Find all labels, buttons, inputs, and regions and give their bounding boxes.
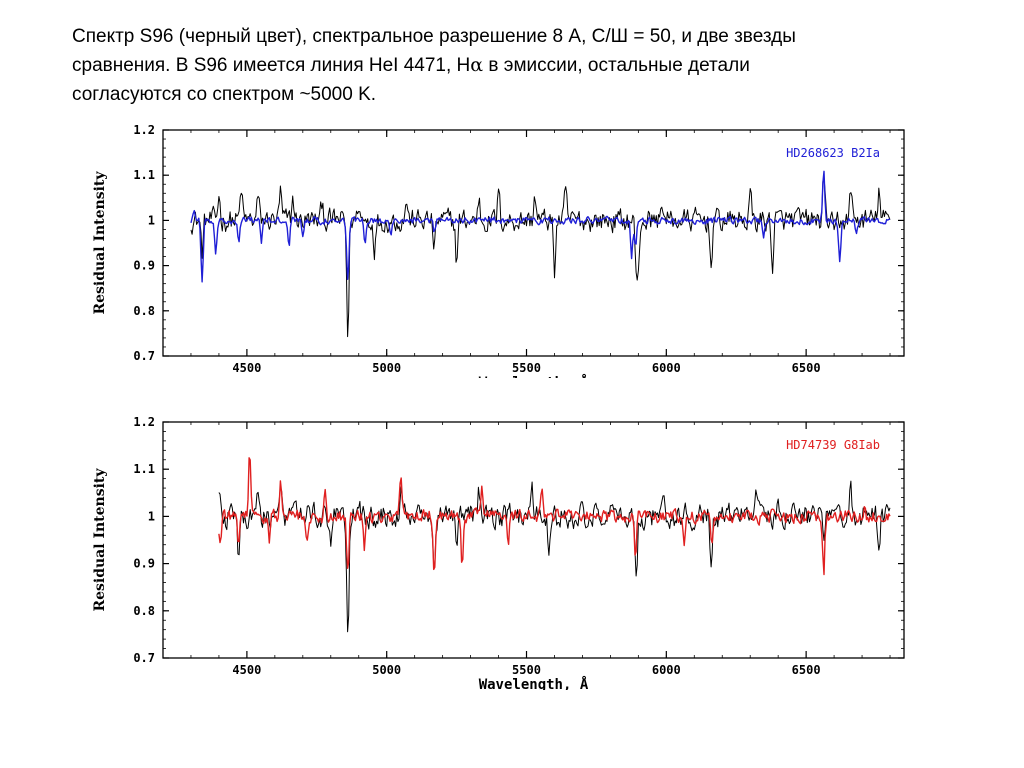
x-tick-label: 4500 bbox=[232, 663, 261, 677]
x-tick-label: 5500 bbox=[512, 663, 541, 677]
x-tick-label: 6000 bbox=[652, 663, 681, 677]
y-tick-label: 0.7 bbox=[133, 349, 155, 363]
x-tick-label: 6000 bbox=[652, 361, 681, 375]
legend-label: HD268623 B2Ia bbox=[786, 146, 880, 160]
y-tick-label: 0.7 bbox=[133, 651, 155, 665]
x-tick-label: 4500 bbox=[232, 361, 261, 375]
caption-line-2-end: в эмиссии, остальные детали bbox=[483, 55, 750, 76]
series-line-s96 bbox=[218, 480, 891, 633]
spectrum-chart-bottom: 0.7 0.8 0.9 1 1.1 1.2 4500 5000 5500 6000 6500 Wave… bbox=[92, 415, 905, 690]
y-tick-label: 1.2 bbox=[133, 415, 155, 429]
y-axis-title: Residual Intensity bbox=[92, 468, 108, 612]
series-line-s96 bbox=[190, 177, 891, 338]
legend-label: HD74739 G8Iab bbox=[786, 438, 880, 452]
y-tick-label: 1.1 bbox=[133, 462, 155, 476]
y-tick-label: 1.2 bbox=[133, 123, 155, 137]
caption-line-3: согласуются со спектром ~5000 K. bbox=[72, 84, 377, 105]
series-line-comparison bbox=[190, 170, 891, 283]
spectrum-chart-top: 0.7 0.8 0.9 1 1.1 1.2 4500 5000 5500 6000 6500 Wave… bbox=[92, 123, 905, 378]
x-tick-label: 6500 bbox=[792, 361, 821, 375]
y-tick-label: 0.8 bbox=[133, 304, 155, 318]
x-tick-label: 6500 bbox=[792, 663, 821, 677]
series-line-comparison bbox=[218, 457, 891, 576]
y-tick-label: 1.1 bbox=[133, 168, 155, 182]
y-axis-title: Residual Intensity bbox=[92, 171, 108, 315]
caption-line-2: сравнения. В S96 имеется линия HeI 4471,… bbox=[72, 51, 972, 80]
plot-frame bbox=[162, 421, 905, 659]
y-tick-label: 0.9 bbox=[133, 259, 155, 273]
y-tick-label: 0.9 bbox=[133, 557, 155, 571]
y-tick-label: 1 bbox=[148, 213, 155, 227]
plot-frame bbox=[162, 129, 905, 357]
x-tick-label: 5000 bbox=[372, 663, 401, 677]
y-tick-label: 1 bbox=[148, 509, 155, 523]
y-tick-label: 0.8 bbox=[133, 604, 155, 618]
caption-line-1: Спектр S96 (черный цвет), спектральное р… bbox=[72, 26, 796, 47]
x-tick-label: 5000 bbox=[372, 361, 401, 375]
x-tick-label: 5500 bbox=[512, 361, 541, 375]
caption: Спектр S96 (черный цвет), спектральное р… bbox=[72, 22, 972, 109]
alpha-symbol: α bbox=[470, 54, 484, 76]
x-axis-title: Wavelength, Å bbox=[479, 374, 589, 378]
caption-line-2-start: сравнения. В S96 имеется линия HeI 4471,… bbox=[72, 55, 471, 76]
x-axis-title: Wavelength, Å bbox=[479, 676, 589, 690]
